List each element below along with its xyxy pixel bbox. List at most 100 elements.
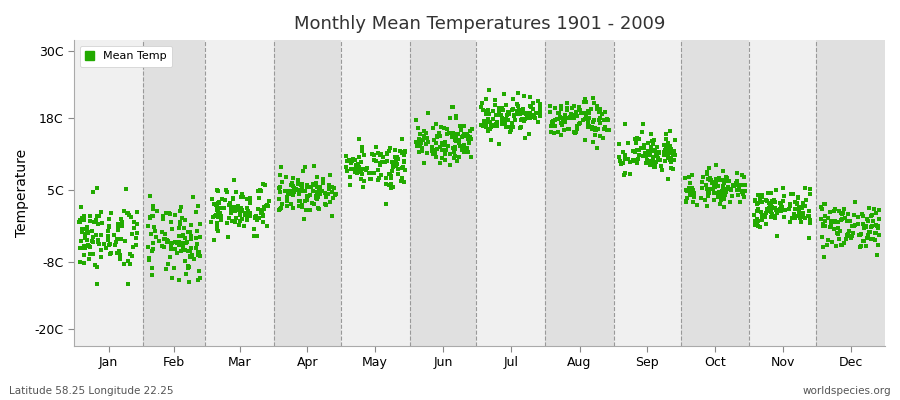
Point <box>444 151 458 157</box>
Point <box>645 159 660 165</box>
Point <box>387 147 401 154</box>
Point <box>446 149 461 155</box>
Point <box>382 182 397 188</box>
Point <box>663 146 678 152</box>
Point <box>438 151 453 158</box>
Point <box>543 103 557 109</box>
Point <box>683 192 698 198</box>
Point <box>563 111 578 117</box>
Point <box>410 139 425 145</box>
Point <box>768 214 782 220</box>
Point <box>717 180 732 186</box>
Y-axis label: Temperature: Temperature <box>15 149 29 237</box>
Point <box>504 123 518 130</box>
Point <box>853 232 868 238</box>
Point <box>685 172 699 178</box>
Point <box>261 198 275 204</box>
Point <box>689 201 704 208</box>
Point <box>155 243 169 249</box>
Point <box>865 222 879 229</box>
Point <box>398 166 412 173</box>
Point <box>309 193 323 200</box>
Point <box>101 228 115 234</box>
Point <box>482 87 496 94</box>
Point <box>434 123 448 130</box>
Point <box>292 187 306 193</box>
Point <box>297 198 311 204</box>
Point <box>384 167 399 174</box>
Point <box>184 222 199 228</box>
Point <box>310 189 324 195</box>
Point <box>629 139 643 146</box>
Point <box>631 155 645 162</box>
Point <box>296 188 310 194</box>
Point <box>783 201 797 208</box>
Point <box>82 244 96 250</box>
Point <box>354 159 368 166</box>
Point <box>347 166 362 172</box>
Point <box>747 212 761 218</box>
Point <box>220 234 235 240</box>
Point <box>613 158 627 164</box>
Point <box>389 163 403 169</box>
Point <box>761 190 776 196</box>
Point <box>533 101 547 107</box>
Point <box>731 182 745 188</box>
Point <box>316 180 330 186</box>
Point <box>222 201 237 208</box>
Point <box>76 212 91 219</box>
Point <box>429 146 444 152</box>
Point <box>569 129 583 135</box>
Point <box>452 154 466 160</box>
Point <box>243 200 257 206</box>
Point <box>81 242 95 248</box>
Point <box>602 127 616 133</box>
Point <box>349 168 364 175</box>
Point <box>224 210 238 216</box>
Point <box>768 215 782 221</box>
Point <box>185 252 200 258</box>
Point <box>316 176 330 182</box>
Point <box>280 190 294 197</box>
Point <box>461 136 475 142</box>
Point <box>870 252 885 258</box>
Point <box>300 193 314 199</box>
Point <box>623 171 637 178</box>
Point <box>493 112 508 119</box>
Point <box>313 187 328 194</box>
Point <box>665 152 680 158</box>
Point <box>376 154 391 160</box>
Point <box>680 188 694 194</box>
Point <box>427 137 441 144</box>
Point <box>397 152 411 158</box>
Point <box>773 200 788 206</box>
Point <box>146 205 160 212</box>
Point <box>712 189 726 195</box>
Point <box>649 159 663 165</box>
Point <box>660 145 674 151</box>
Point <box>518 116 532 122</box>
Point <box>695 179 709 185</box>
Point <box>176 225 191 232</box>
Legend: Mean Temp: Mean Temp <box>80 46 172 67</box>
Point <box>667 148 681 154</box>
Point <box>706 197 721 203</box>
Point <box>644 138 659 144</box>
Point <box>846 230 860 236</box>
Point <box>445 130 459 136</box>
Point <box>548 123 562 130</box>
Point <box>251 188 266 194</box>
Point <box>254 210 268 216</box>
Text: Latitude 58.25 Longitude 22.25: Latitude 58.25 Longitude 22.25 <box>9 386 174 396</box>
Point <box>862 205 877 212</box>
Point <box>759 210 773 216</box>
Point <box>569 108 583 115</box>
Point <box>480 109 494 115</box>
Point <box>111 250 125 256</box>
Point <box>428 147 443 153</box>
Point <box>461 148 475 155</box>
Point <box>522 131 536 138</box>
Point <box>328 191 343 198</box>
Point <box>283 188 297 194</box>
Point <box>146 203 160 210</box>
